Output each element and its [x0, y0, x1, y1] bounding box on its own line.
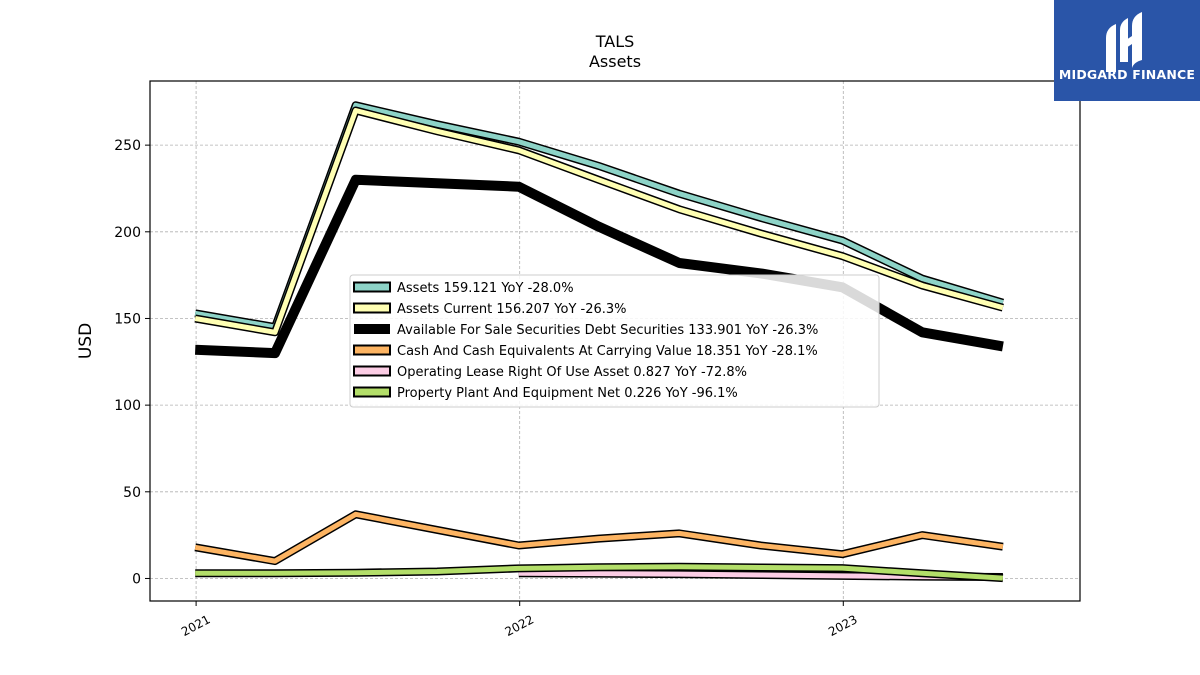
legend-label: Assets 159.121 YoY -28.0%: [397, 281, 574, 296]
legend-item-4: Operating Lease Right Of Use Asset 0.827…: [353, 365, 747, 380]
y-tick-label: 250: [114, 138, 141, 154]
plot-frame: [149, 80, 1081, 602]
series-line-body: [194, 511, 1004, 564]
series-line-body: [194, 108, 1004, 335]
logo-text: MIDGARD FINANCE: [1058, 67, 1196, 82]
y-axis-label: USD: [76, 323, 96, 359]
legend-item-2: Available For Sale Securities Debt Secur…: [354, 323, 818, 338]
legend-label: Cash And Cash Equivalents At Carrying Va…: [397, 344, 818, 359]
legend-swatch: [353, 386, 391, 398]
y-tick-label: 200: [114, 225, 141, 241]
legend-label: Assets Current 156.207 YoY -26.3%: [397, 302, 627, 317]
legend-label: Property Plant And Equipment Net 0.226 Y…: [397, 386, 738, 401]
legend: Assets 159.121 YoY -28.0% Assets Current …: [349, 274, 880, 408]
legend-swatch: [353, 302, 391, 314]
y-tick-label: 100: [114, 398, 141, 414]
legend-item-0: Assets 159.121 YoY -28.0%: [353, 281, 574, 296]
y-tick-label: 0: [132, 571, 141, 587]
y-tick-label: 150: [114, 311, 141, 327]
brand-logo: MIDGARD FINANCE: [1054, 0, 1200, 101]
legend-swatch: [353, 365, 391, 377]
legend-swatch: [353, 344, 391, 356]
series-line-1: [194, 106, 1004, 337]
chart-subtitle: Assets: [588, 52, 642, 71]
logo-mark-icon: [1106, 12, 1142, 72]
series-line-5: [195, 562, 1004, 583]
legend-item-3: Cash And Cash Equivalents At Carrying Va…: [353, 344, 818, 359]
legend-swatch: [354, 324, 390, 334]
legend-box: [349, 274, 880, 408]
legend-label: Operating Lease Right Of Use Asset 0.827…: [397, 365, 747, 380]
chart-title: TALS: [595, 32, 635, 51]
legend-swatch: [353, 281, 391, 293]
series-line-3: [194, 510, 1004, 566]
legend-label: Available For Sale Securities Debt Secur…: [397, 323, 818, 338]
x-tick-label: 2021: [179, 612, 213, 639]
series-line-body: [195, 564, 1004, 581]
legend-item-5: Property Plant And Equipment Net 0.226 Y…: [353, 386, 738, 401]
x-tick-label: 2023: [826, 612, 860, 639]
x-tick-label: 2022: [503, 612, 537, 639]
legend-item-1: Assets Current 156.207 YoY -26.3%: [353, 302, 627, 317]
y-tick-label: 50: [123, 485, 141, 501]
